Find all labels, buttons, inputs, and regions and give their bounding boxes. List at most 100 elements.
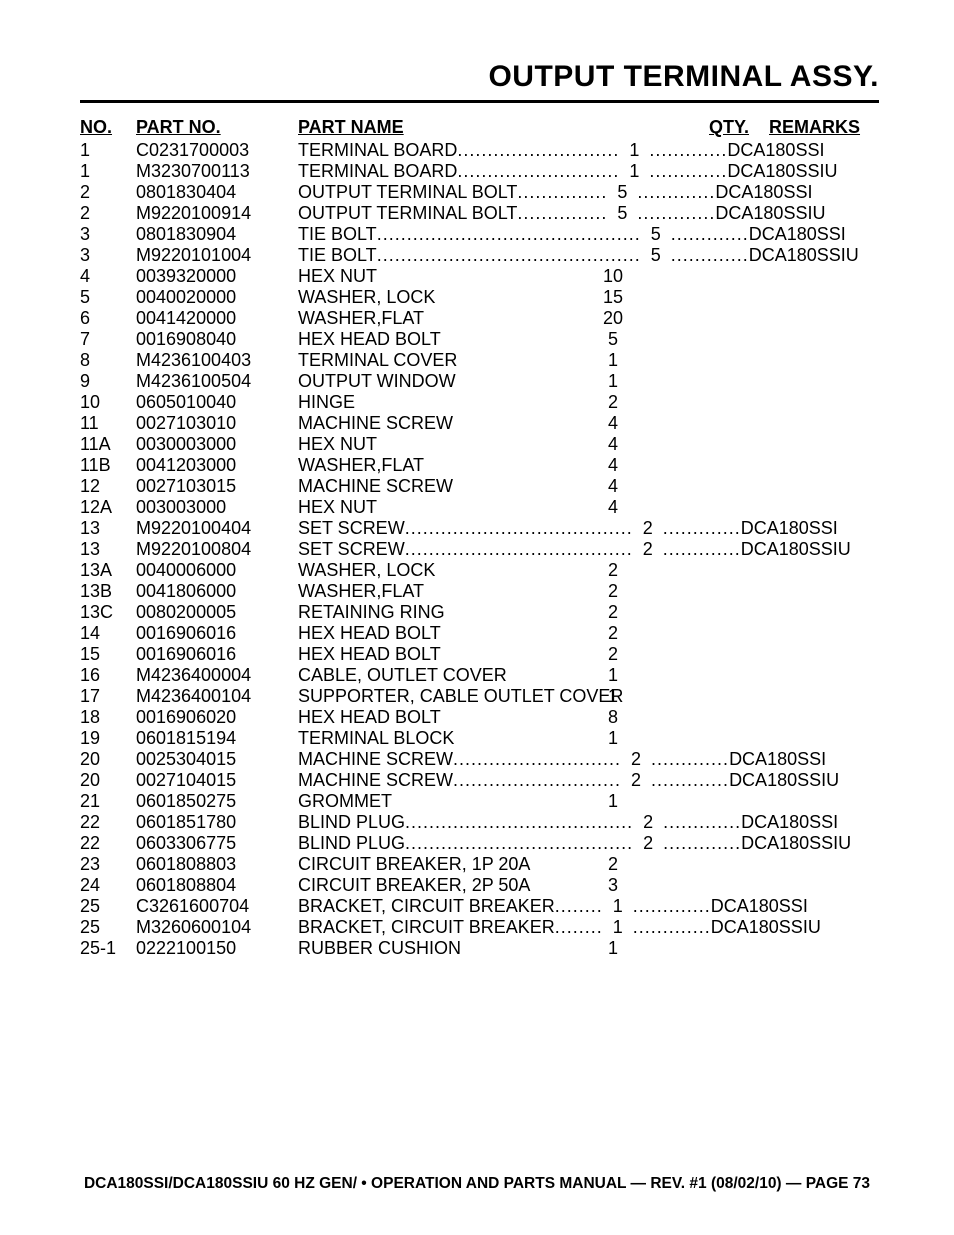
cell-part-name: WASHER, LOCK — [298, 560, 598, 581]
leader-dots: ...................................... — [405, 539, 633, 560]
page: OUTPUT TERMINAL ASSY. NO. PART NO. PART … — [0, 0, 954, 1235]
cell-qty: 1 — [598, 665, 628, 686]
leader-dots: ............................ — [453, 749, 621, 770]
cell-remarks: DCA180SSIU — [741, 539, 861, 560]
leader-dots: ............. — [637, 203, 715, 224]
cell-part-no: M4236100504 — [136, 371, 298, 392]
table-row: 220603306775BLIND PLUG..................… — [80, 833, 879, 854]
cell-part-name: TERMINAL BLOCK — [298, 728, 598, 749]
cell-no: 3 — [80, 245, 136, 266]
cell-no: 25-1 — [80, 938, 136, 959]
cell-part-no: 0601815194 — [136, 728, 298, 749]
leader-dots: ............. — [671, 224, 749, 245]
cell-qty: 5 — [641, 245, 671, 266]
cell-part-name: WASHER,FLAT — [298, 455, 598, 476]
cell-remarks: DCA180SSI — [741, 518, 861, 539]
cell-part-name: MACHINE SCREW — [298, 413, 598, 434]
cell-part-no: C3261600704 — [136, 896, 298, 917]
cell-remarks: DCA180SSIU — [749, 245, 869, 266]
leader-dots: ............. — [637, 182, 715, 203]
leader-dots: ............. — [651, 770, 729, 791]
table-row: 13M9220100404SET SCREW..................… — [80, 518, 879, 539]
leader-dots: ............... — [517, 203, 607, 224]
cell-qty: 2 — [621, 770, 651, 791]
cell-qty: 1 — [603, 917, 633, 938]
cell-qty: 20 — [598, 308, 628, 329]
cell-part-no: 0016906020 — [136, 707, 298, 728]
table-row: 11A0030003000HEX NUT4 — [80, 434, 879, 455]
table-row: 60041420000WASHER,FLAT20 — [80, 308, 879, 329]
cell-part-no: 0605010040 — [136, 392, 298, 413]
cell-part-name: HEX NUT — [298, 497, 598, 518]
cell-qty: 2 — [598, 560, 628, 581]
cell-qty: 2 — [598, 581, 628, 602]
cell-part-no: 0041420000 — [136, 308, 298, 329]
header-part-name: PART NAME — [298, 117, 709, 138]
cell-remarks: DCA180SSIU — [711, 917, 831, 938]
cell-part-name: SET SCREW — [298, 539, 405, 560]
table-row: 140016906016HEX HEAD BOLT2 — [80, 623, 879, 644]
table-row: 8M4236100403TERMINAL COVER1 — [80, 350, 879, 371]
table-row: 25M3260600104BRACKET, CIRCUIT BREAKER...… — [80, 917, 879, 938]
cell-qty: 1 — [598, 791, 628, 812]
cell-part-no: M3260600104 — [136, 917, 298, 938]
leader-dots: ............. — [649, 140, 727, 161]
cell-part-no: 0016908040 — [136, 329, 298, 350]
cell-part-no: 0027104015 — [136, 770, 298, 791]
cell-part-no: 0040020000 — [136, 287, 298, 308]
cell-part-no: 0040006000 — [136, 560, 298, 581]
cell-part-no: M9220100804 — [136, 539, 298, 560]
cell-part-name: WASHER, LOCK — [298, 287, 598, 308]
leader-dots: ...................................... — [405, 518, 633, 539]
cell-part-no: M4236400104 — [136, 686, 298, 707]
cell-part-name: WASHER,FLAT — [298, 581, 598, 602]
cell-part-name: MACHINE SCREW — [298, 476, 598, 497]
leader-dots: ............. — [663, 833, 741, 854]
cell-qty: 5 — [607, 203, 637, 224]
cell-no: 1 — [80, 161, 136, 182]
cell-part-no: 0030003000 — [136, 434, 298, 455]
cell-qty: 2 — [633, 539, 663, 560]
cell-no: 14 — [80, 623, 136, 644]
cell-part-name: TIE BOLT — [298, 245, 377, 266]
table-header-row: NO. PART NO. PART NAME QTY. REMARKS — [80, 117, 879, 138]
table-row: 200025304015MACHINE SCREW...............… — [80, 749, 879, 770]
cell-no: 16 — [80, 665, 136, 686]
cell-no: 11A — [80, 434, 136, 455]
cell-part-name: HEX NUT — [298, 266, 598, 287]
cell-part-name: MACHINE SCREW — [298, 770, 453, 791]
cell-part-no: 0041203000 — [136, 455, 298, 476]
cell-part-no: 0080200005 — [136, 602, 298, 623]
leader-dots: ............................ — [453, 770, 621, 791]
leader-dots: ............... — [517, 182, 607, 203]
cell-no: 3 — [80, 224, 136, 245]
leader-dots: ............. — [671, 245, 749, 266]
cell-part-no: 0025304015 — [136, 749, 298, 770]
table-row: 1M3230700113TERMINAL BOARD..............… — [80, 161, 879, 182]
header-part-no: PART NO. — [136, 117, 298, 138]
table-row: 13C0080200005RETAINING RING2 — [80, 602, 879, 623]
cell-qty: 2 — [598, 854, 628, 875]
table-row: 220601851780BLIND PLUG..................… — [80, 812, 879, 833]
table-row: 50040020000WASHER, LOCK15 — [80, 287, 879, 308]
cell-no: 13 — [80, 518, 136, 539]
table-row: 16M4236400004CABLE, OUTLET COVER1 — [80, 665, 879, 686]
leader-dots: ............. — [651, 749, 729, 770]
cell-part-name: CIRCUIT BREAKER, 1P 20A — [298, 854, 598, 875]
leader-dots: ........................... — [457, 140, 619, 161]
cell-qty: 2 — [633, 812, 663, 833]
cell-qty: 2 — [598, 623, 628, 644]
leader-dots: ............. — [633, 896, 711, 917]
cell-no: 25 — [80, 917, 136, 938]
cell-part-no: M9220100914 — [136, 203, 298, 224]
cell-no: 20 — [80, 749, 136, 770]
cell-qty: 4 — [598, 434, 628, 455]
table-row: 13M9220100804SET SCREW..................… — [80, 539, 879, 560]
cell-no: 8 — [80, 350, 136, 371]
cell-qty: 2 — [598, 602, 628, 623]
cell-no: 2 — [80, 203, 136, 224]
cell-part-name: OUTPUT WINDOW — [298, 371, 598, 392]
cell-no: 11B — [80, 455, 136, 476]
cell-part-name: CABLE, OUTLET COVER — [298, 665, 598, 686]
leader-dots: ............. — [663, 812, 741, 833]
